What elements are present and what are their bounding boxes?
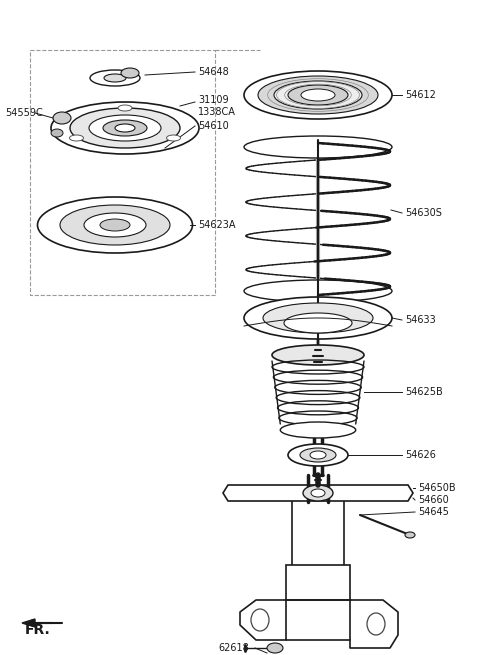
Text: 54626: 54626 xyxy=(405,450,436,460)
Bar xyxy=(286,565,350,600)
Text: 54660: 54660 xyxy=(418,495,449,505)
Text: 54612: 54612 xyxy=(405,90,436,100)
Ellipse shape xyxy=(70,135,84,141)
Ellipse shape xyxy=(267,643,283,653)
Ellipse shape xyxy=(244,297,392,339)
Text: 1338CA: 1338CA xyxy=(198,107,236,117)
Ellipse shape xyxy=(405,532,415,538)
Text: 54610: 54610 xyxy=(198,121,229,131)
Bar xyxy=(292,500,344,575)
Ellipse shape xyxy=(90,70,140,86)
Ellipse shape xyxy=(244,71,392,119)
Ellipse shape xyxy=(301,89,335,101)
Ellipse shape xyxy=(258,76,378,114)
Ellipse shape xyxy=(51,102,199,154)
Ellipse shape xyxy=(100,219,130,231)
Ellipse shape xyxy=(311,489,325,497)
Ellipse shape xyxy=(53,112,71,124)
Text: 54630S: 54630S xyxy=(405,208,442,218)
Polygon shape xyxy=(22,619,35,627)
Ellipse shape xyxy=(310,451,326,459)
Text: FR.: FR. xyxy=(25,623,51,637)
Ellipse shape xyxy=(367,613,385,635)
Ellipse shape xyxy=(118,105,132,111)
Ellipse shape xyxy=(167,135,180,141)
Text: 54648: 54648 xyxy=(198,67,229,77)
Ellipse shape xyxy=(121,68,139,78)
Ellipse shape xyxy=(280,422,356,438)
Ellipse shape xyxy=(84,213,146,237)
Ellipse shape xyxy=(103,120,147,136)
Ellipse shape xyxy=(274,81,362,109)
Ellipse shape xyxy=(70,108,180,148)
Text: 54559C: 54559C xyxy=(5,108,43,118)
Text: 54650B: 54650B xyxy=(418,483,456,493)
Ellipse shape xyxy=(303,485,333,501)
Ellipse shape xyxy=(60,205,170,245)
Ellipse shape xyxy=(288,444,348,466)
Ellipse shape xyxy=(244,280,392,302)
Ellipse shape xyxy=(115,124,135,132)
Ellipse shape xyxy=(288,85,348,105)
Ellipse shape xyxy=(37,197,192,253)
Ellipse shape xyxy=(300,448,336,462)
Ellipse shape xyxy=(263,303,373,333)
Text: 54623A: 54623A xyxy=(198,220,236,230)
Ellipse shape xyxy=(284,313,352,333)
Ellipse shape xyxy=(104,74,126,82)
Text: 31109: 31109 xyxy=(198,95,228,105)
Ellipse shape xyxy=(251,609,269,631)
Text: 54633: 54633 xyxy=(405,315,436,325)
Polygon shape xyxy=(223,485,413,501)
Text: 54625B: 54625B xyxy=(405,387,443,397)
Text: 62618: 62618 xyxy=(218,643,249,653)
Text: 54645: 54645 xyxy=(418,507,449,517)
Ellipse shape xyxy=(272,345,364,365)
Ellipse shape xyxy=(51,129,63,137)
Ellipse shape xyxy=(89,115,161,141)
Ellipse shape xyxy=(244,136,392,158)
